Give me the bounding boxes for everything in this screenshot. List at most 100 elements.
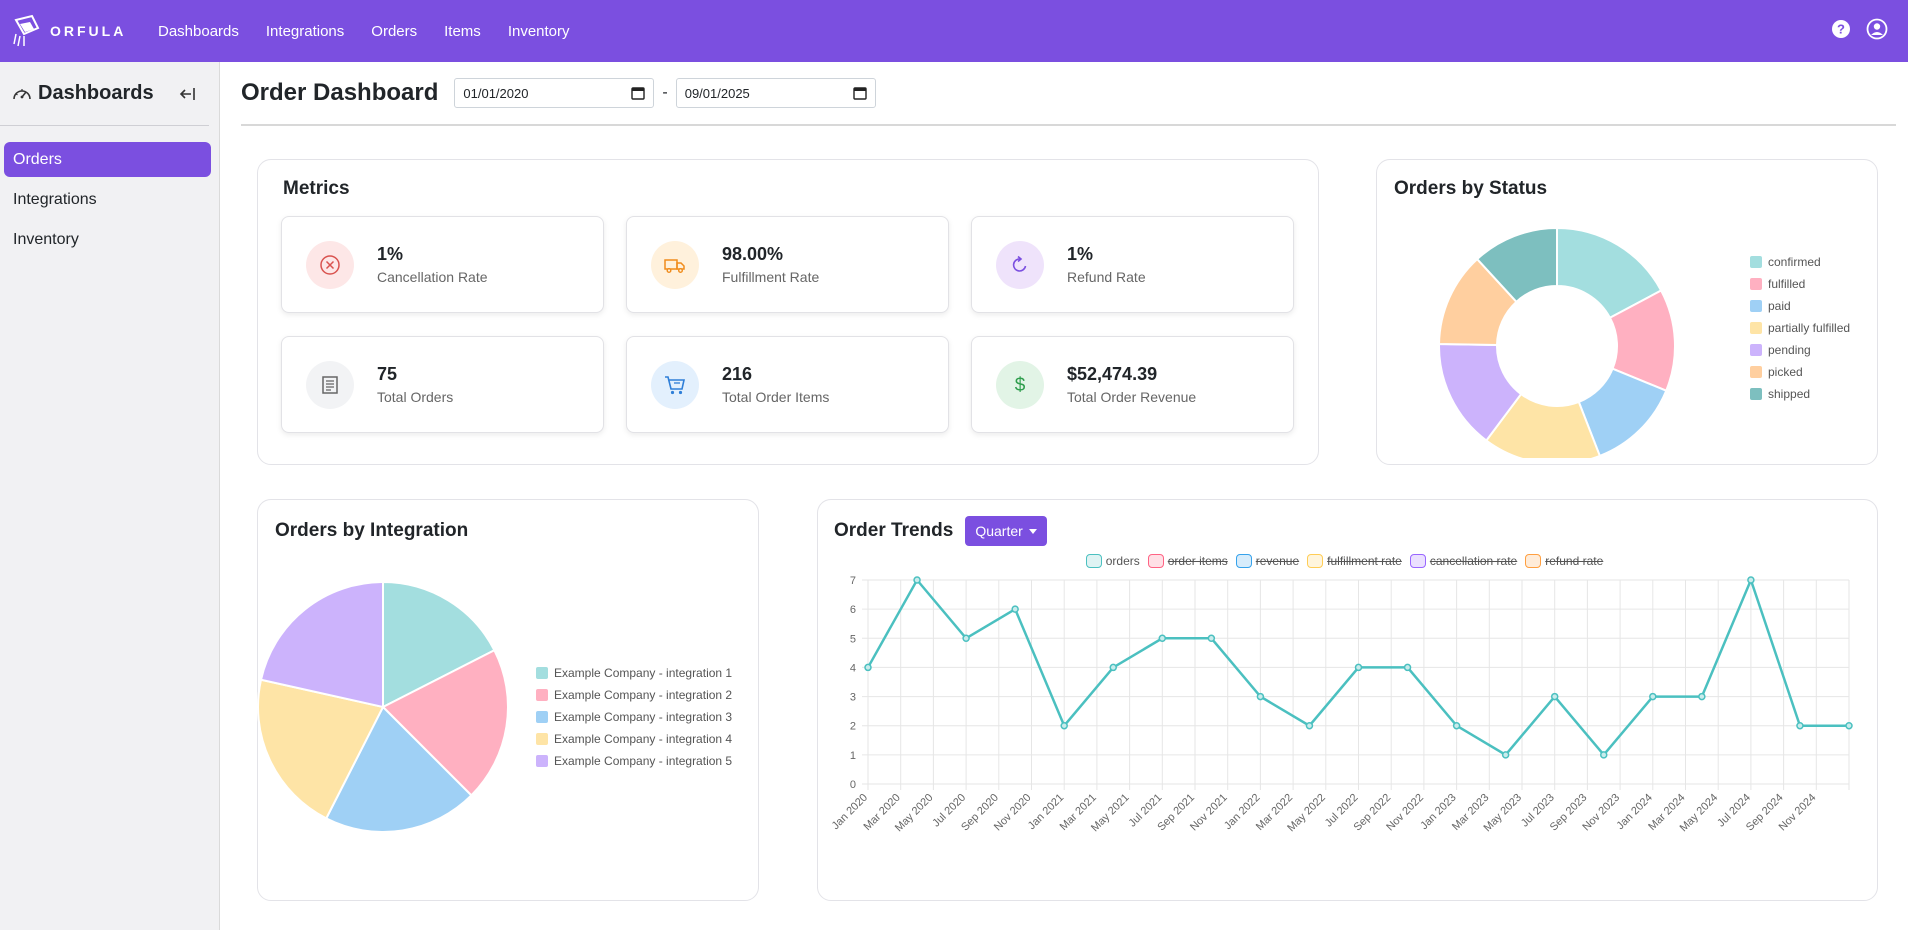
legend-swatch [1147, 554, 1164, 568]
data-point[interactable] [1256, 692, 1265, 701]
sidebar-header: Dashboards [0, 62, 209, 126]
sidebar-item-integrations[interactable]: Integrations [13, 191, 97, 208]
order-trends-legend: orders order items revenue fulfillment rate… [818, 554, 1879, 568]
dollar-icon: $ [1015, 375, 1026, 396]
metrics-title: Metrics [283, 178, 350, 199]
sidebar-item-orders[interactable]: Orders [4, 142, 211, 177]
legend-item[interactable]: picked [1750, 361, 1850, 383]
data-point[interactable] [864, 663, 872, 672]
data-point[interactable] [1550, 692, 1559, 701]
legend-label: Example Company - integration 3 [554, 710, 733, 724]
legend-swatch [1750, 344, 1762, 356]
date-from-value: 01/01/2020 [463, 85, 529, 101]
legend-label: Example Company - integration 4 [554, 732, 733, 746]
legend-label: paid [1768, 299, 1791, 313]
y-tick-label: 5 [850, 633, 856, 645]
pie-slice-example-company-integration-5[interactable] [259, 580, 384, 709]
orders-by-integration-legend: Example Company - integration 1 Example C… [536, 662, 732, 772]
main-content: Order Dashboard 01/01/2020 - 09/01/2025 … [221, 62, 1908, 930]
legend-item[interactable]: fulfilled [1750, 273, 1850, 295]
brand-name: ORFULA [50, 23, 127, 39]
collapse-sidebar-icon[interactable] [179, 86, 197, 102]
metric-cancellation-rate: 1% Cancellation Rate [281, 216, 604, 313]
legend-item[interactable]: shipped [1750, 383, 1850, 405]
date-from-input[interactable]: 01/01/2020 [454, 78, 655, 108]
legend-item[interactable]: Example Company - integration 5 [536, 750, 732, 772]
legend-item[interactable]: Example Company - integration 4 [536, 728, 732, 750]
svg-text:$: $ [1015, 375, 1026, 396]
pie-slice-example-company-integration-3[interactable] [324, 705, 473, 833]
legend-item[interactable]: Example Company - integration 2 [536, 684, 732, 706]
legend-item[interactable]: paid [1750, 295, 1850, 317]
nav-items[interactable]: Items [444, 22, 481, 40]
data-point[interactable] [1011, 605, 1019, 613]
metric-total-order-revenue: $ $52,474.39 Total Order Revenue [971, 336, 1294, 433]
legend-item[interactable]: Example Company - integration 3 [536, 706, 732, 728]
legend-label: refund rate [1545, 554, 1604, 568]
data-point[interactable] [1845, 721, 1853, 730]
nav-dashboards[interactable]: Dashboards [158, 22, 239, 40]
data-point[interactable] [1207, 634, 1216, 643]
trend-legend-item-fulfillment-rate[interactable]: fulfillment rate [1307, 554, 1402, 568]
data-point[interactable] [1305, 721, 1314, 730]
data-point[interactable] [1354, 663, 1363, 672]
pie-slice-example-company-integration-4[interactable] [257, 678, 385, 820]
data-point[interactable] [1796, 721, 1804, 730]
legend-swatch [1750, 366, 1762, 378]
metric-total-orders: 75 Total Orders [281, 336, 604, 433]
date-to-input[interactable]: 09/01/2025 [675, 78, 876, 108]
legend-swatch [1235, 554, 1252, 568]
metric-value: 75 [377, 364, 398, 384]
caret-down-icon [1028, 528, 1037, 534]
legend-label: revenue [1255, 554, 1300, 568]
calendar-icon[interactable] [631, 86, 646, 100]
data-point[interactable] [913, 576, 921, 584]
top-navbar: ORFULA Dashboards Integrations Orders It… [0, 0, 1908, 62]
data-point[interactable] [1501, 751, 1510, 759]
legend-item[interactable]: Example Company - integration 1 [536, 662, 732, 684]
nav-integrations[interactable]: Integrations [265, 22, 345, 40]
data-point[interactable] [1600, 751, 1608, 759]
legend-label: Example Company - integration 2 [554, 688, 733, 702]
sidebar-menu: Orders Integrations Inventory [0, 126, 219, 257]
user-account-icon[interactable] [1866, 18, 1888, 40]
data-point[interactable] [1158, 634, 1167, 643]
trend-legend-item-refund-rate[interactable]: refund rate [1525, 554, 1603, 568]
data-point[interactable] [1649, 692, 1657, 701]
legend-label: Example Company - integration 1 [554, 666, 733, 680]
calendar-icon[interactable] [853, 86, 867, 100]
trend-legend-item-cancellation-rate[interactable]: cancellation rate [1409, 554, 1518, 568]
data-point[interactable] [1060, 721, 1068, 730]
data-point[interactable] [1403, 663, 1412, 672]
page-title: Order Dashboard [241, 79, 439, 106]
data-point[interactable] [1747, 576, 1755, 584]
y-tick-label: 1 [850, 750, 856, 762]
data-point[interactable] [962, 634, 970, 643]
help-icon[interactable]: ? [1830, 18, 1852, 40]
nav-inventory[interactable]: Inventory [507, 22, 570, 40]
data-point[interactable] [1452, 721, 1461, 730]
metric-refund-rate: 1% Refund Rate [971, 216, 1294, 313]
trend-legend-item-order-items[interactable]: order items [1147, 554, 1228, 568]
metric-fulfillment-rate: 98.00% Fulfillment Rate [626, 216, 949, 313]
legend-item[interactable]: partially fulfilled [1750, 317, 1850, 339]
nav-orders[interactable]: Orders [371, 22, 418, 40]
legend-item[interactable]: pending [1750, 339, 1850, 361]
period-dropdown-button[interactable]: Quarter [965, 516, 1047, 546]
legend-label: cancellation rate [1429, 554, 1518, 568]
legend-label: order items [1167, 554, 1228, 568]
data-point[interactable] [1698, 692, 1706, 701]
trend-legend-item-revenue[interactable]: revenue [1235, 554, 1300, 568]
pie-slice-shipped[interactable] [1475, 226, 1558, 304]
pie-slice-example-company-integration-2[interactable] [381, 648, 509, 797]
y-tick-label: 3 [850, 692, 856, 704]
trend-legend-item-orders[interactable]: orders [1085, 554, 1140, 568]
data-point[interactable] [1109, 663, 1117, 672]
orders-by-integration-card: Orders by Integration Example Company - … [257, 499, 759, 901]
legend-item[interactable]: confirmed [1750, 251, 1850, 273]
metric-icon-wrap [651, 240, 699, 289]
sidebar-item-inventory[interactable]: Inventory [13, 231, 79, 248]
brand-logo[interactable]: ORFULA [12, 14, 132, 48]
pie-slice-example-company-integration-1[interactable] [382, 580, 496, 709]
y-tick-label: 2 [850, 721, 856, 733]
